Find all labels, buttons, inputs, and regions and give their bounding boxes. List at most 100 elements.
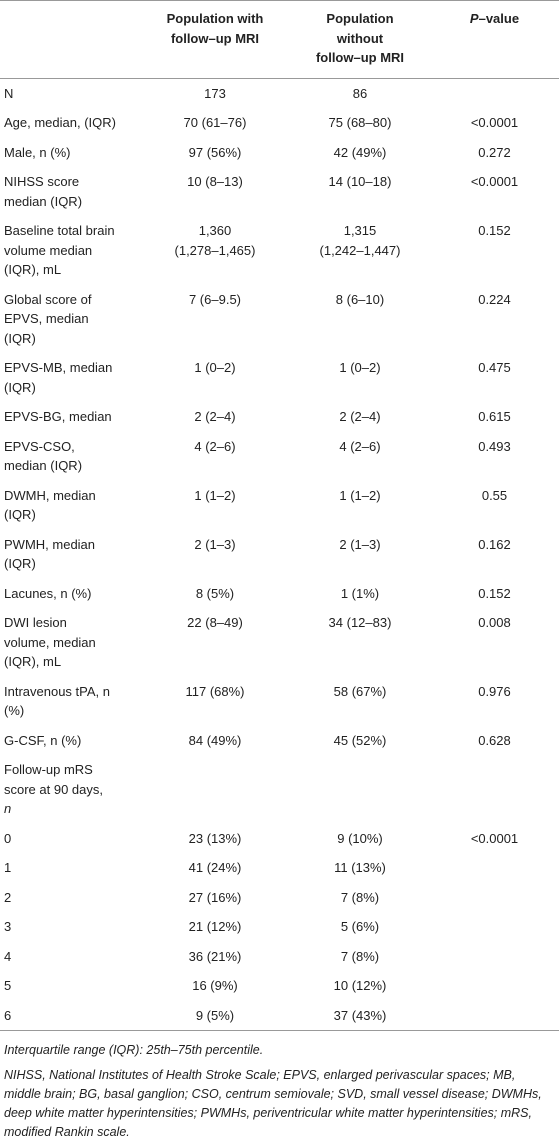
table-row: NIHSS score median (IQR) 10 (8–13) 14 (10–1… <box>0 167 559 216</box>
cell-line: DWMH, median <box>4 486 136 506</box>
cell-line: 1,360 <box>144 221 286 241</box>
cell-text: 27 (16%) <box>188 889 242 905</box>
cell-text: 58 (67%) <box>333 683 387 699</box>
cell-line: 11 (13%) <box>294 858 426 878</box>
cell-text: (IQR) <box>4 556 36 571</box>
table-cell: Intravenous tPA, n (%) <box>0 677 140 726</box>
cell-text: Global score of <box>4 291 92 307</box>
cell-text: EPVS, median <box>4 311 89 326</box>
cell-line: 2 (1–3) <box>294 535 426 555</box>
cell-line: 117 (68%) <box>144 682 286 702</box>
cell-line: 4 (2–6) <box>294 437 426 457</box>
cell-text: 1 (0–2) <box>339 360 381 375</box>
cell-line: 86 <box>294 84 426 104</box>
cell-line: 2 <box>4 888 136 908</box>
table-row: 5 16 (9%) 10 (12%) <box>0 971 559 1001</box>
cell-text: NIHSS score <box>4 174 80 189</box>
cell-line: 1 (0–2) <box>144 358 286 378</box>
cell-line: 0.224 <box>434 290 555 310</box>
cell-text: 0 <box>4 830 12 846</box>
table-cell: EPVS-BG, median <box>0 402 140 432</box>
cell-line: (%) <box>4 701 136 721</box>
table-cell: 10 (8–13) <box>140 167 290 216</box>
cell-line: without <box>294 29 426 49</box>
table-cell: 4 <box>0 942 140 972</box>
cell-line: 8 (6–10) <box>294 290 426 310</box>
cell-text: (IQR), mL <box>4 654 62 669</box>
cell-line: n <box>4 799 136 819</box>
cell-text: <0.0001 <box>470 830 519 846</box>
table-cell <box>430 971 559 1001</box>
cell-line: 2 (2–4) <box>144 407 286 427</box>
cell-text: PWMH, median <box>4 536 96 552</box>
cell-line: 21 (12%) <box>144 917 286 937</box>
table-cell: 2 (2–4) <box>290 402 430 432</box>
cell-line: 1,315 <box>294 221 426 241</box>
data-table: Population with follow–up MRI Population wi… <box>0 0 559 1031</box>
cell-line: 36 (21%) <box>144 947 286 967</box>
cell-line: 10 (8–13) <box>144 172 286 192</box>
cell-text: DWI lesion <box>4 615 67 630</box>
table-row: 3 21 (12%) 5 (6%) <box>0 912 559 942</box>
cell-text: without <box>336 30 384 46</box>
cell-line: PWMH, median <box>4 535 136 555</box>
cell-text: 0.55 <box>481 487 508 503</box>
cell-line: Population <box>294 9 426 29</box>
table-cell: 7 (8%) <box>290 942 430 972</box>
cell-line: follow–up MRI <box>144 29 286 49</box>
cell-text: Population with <box>166 11 264 26</box>
table-cell: 23 (13%) <box>140 824 290 854</box>
table-cell: 5 <box>0 971 140 1001</box>
table-cell: 0.615 <box>430 402 559 432</box>
cell-line: <0.0001 <box>434 829 555 849</box>
cell-text: 117 (68%) <box>185 683 245 699</box>
cell-line: 37 (43%) <box>294 1006 426 1026</box>
cell-line: 97 (56%) <box>144 143 286 163</box>
cell-line: 0.493 <box>434 437 555 457</box>
cell-text: 2 (1–3) <box>339 536 381 552</box>
cell-line: (IQR) <box>4 554 136 574</box>
table-cell: 45 (52%) <box>290 726 430 756</box>
cell-text: 86 <box>352 85 368 101</box>
cell-text: 4 (2–6) <box>339 438 381 454</box>
cell-line: (IQR) <box>4 505 136 525</box>
table-cell: 9 (5%) <box>140 1001 290 1031</box>
cell-line: 58 (67%) <box>294 682 426 702</box>
cell-text: follow–up MRI <box>315 50 405 65</box>
cell-line: 7 (6–9.5) <box>144 290 286 310</box>
cell-line: DWI lesion <box>4 613 136 633</box>
cell-text: 1 (0–2) <box>194 360 236 375</box>
table-cell: 0.272 <box>430 138 559 168</box>
table-row: Global score of EPVS, median (IQR) 7 (6–9.5… <box>0 285 559 354</box>
cell-text: 8 (6–10) <box>335 291 385 307</box>
cell-text: Intravenous tPA, n <box>4 683 110 699</box>
table-cell: 4 (2–6) <box>290 432 430 481</box>
cell-line: 23 (13%) <box>144 829 286 849</box>
cell-text: 0.224 <box>478 291 511 307</box>
table-cell <box>430 755 559 824</box>
cell-text: Follow-up mRS <box>4 762 93 777</box>
table-row: Male, n (%) 97 (56%) 42 (49%) 0.272 <box>0 138 559 168</box>
table-cell <box>430 912 559 942</box>
cell-line: 6 <box>4 1006 136 1026</box>
cell-line: 0.162 <box>434 535 555 555</box>
cell-line: median (IQR) <box>4 456 136 476</box>
cell-line: 0.55 <box>434 486 555 506</box>
cell-line: 1 (1–2) <box>294 486 426 506</box>
cell-line: 7 (8%) <box>294 888 426 908</box>
cell-text: 5 (6%) <box>340 919 380 934</box>
cell-text: G-CSF, n (%) <box>4 732 82 748</box>
header-cell <box>0 1 140 79</box>
header-cell: Population with follow–up MRI <box>140 1 290 79</box>
cell-line: 9 (5%) <box>144 1006 286 1026</box>
table-cell: Male, n (%) <box>0 138 140 168</box>
table-cell: 10 (12%) <box>290 971 430 1001</box>
table-cell: 1 (1%) <box>290 579 430 609</box>
cell-line: <0.0001 <box>434 172 555 192</box>
cell-text: 9 (5%) <box>195 1007 235 1023</box>
cell-line: 4 <box>4 947 136 967</box>
cell-line: 0.976 <box>434 682 555 702</box>
cell-line: 27 (16%) <box>144 888 286 908</box>
table-cell: 2 (1–3) <box>140 530 290 579</box>
